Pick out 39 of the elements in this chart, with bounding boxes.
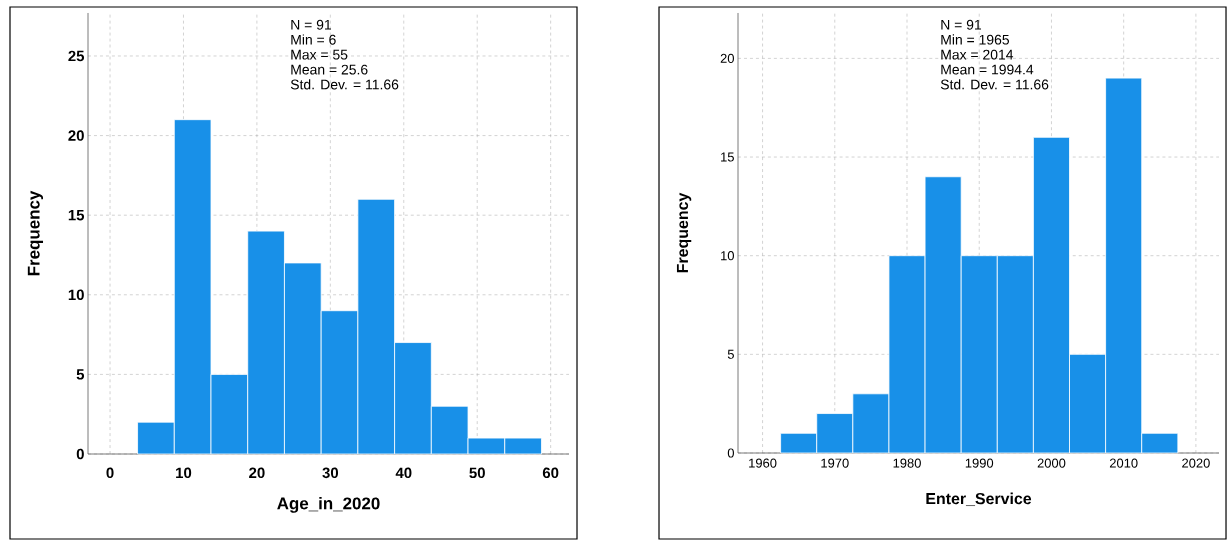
y-axis-title: Frequency	[27, 190, 44, 276]
x-tick-label: 1990	[965, 458, 994, 468]
x-tick-label: 1980	[893, 458, 921, 468]
x-tick-label: 1960	[749, 458, 777, 468]
y-tick-label: 0	[76, 448, 84, 460]
y-tick-label: 15	[721, 152, 734, 162]
y-tick-label: 20	[720, 53, 734, 63]
x-tick-label: 40	[395, 467, 412, 479]
y-tick-label: 10	[721, 251, 734, 261]
annotation: Max = 2014	[941, 49, 1014, 60]
y-tick-label: 20	[68, 130, 84, 141]
annotation: N = 91	[941, 19, 982, 30]
annotation: N = 91	[291, 19, 332, 30]
annotation: Std. Dev. = 11.66	[290, 79, 399, 90]
x-tick-label: 20	[249, 467, 265, 479]
y-axis-title: Frequency	[676, 192, 692, 273]
y-tick-label: 5	[76, 369, 85, 380]
annotation: Max = 55	[291, 49, 348, 60]
x-tick-label: 0	[106, 467, 114, 479]
x-tick-label: 10	[176, 467, 192, 479]
annotation: Mean = 1994.4	[941, 64, 1034, 75]
x-tick-label: 60	[542, 467, 559, 479]
x-tick-label: 1970	[821, 458, 849, 468]
y-tick-label: 10	[68, 289, 84, 301]
x-axis-title: Enter_Service	[926, 492, 1032, 507]
annotation: Min = 6	[291, 34, 336, 45]
y-tick-label: 0	[727, 448, 734, 458]
x-tick-label: 30	[322, 467, 339, 479]
y-tick-label: 5	[727, 349, 734, 359]
x-tick-label: 2020	[1182, 458, 1210, 468]
x-tick-label: 50	[469, 467, 485, 479]
annotation: Min = 1965	[941, 34, 1010, 45]
annotation: Mean = 25.6	[291, 64, 368, 75]
y-tick-label: 25	[68, 50, 85, 62]
annotation: Std. Dev. = 11.66	[940, 79, 1049, 90]
y-tick-label: 15	[68, 209, 85, 221]
x-tick-label: 2000	[1037, 458, 1066, 468]
x-tick-label: 2010	[1109, 458, 1138, 468]
x-axis-title: Age_in_2020	[277, 496, 380, 513]
